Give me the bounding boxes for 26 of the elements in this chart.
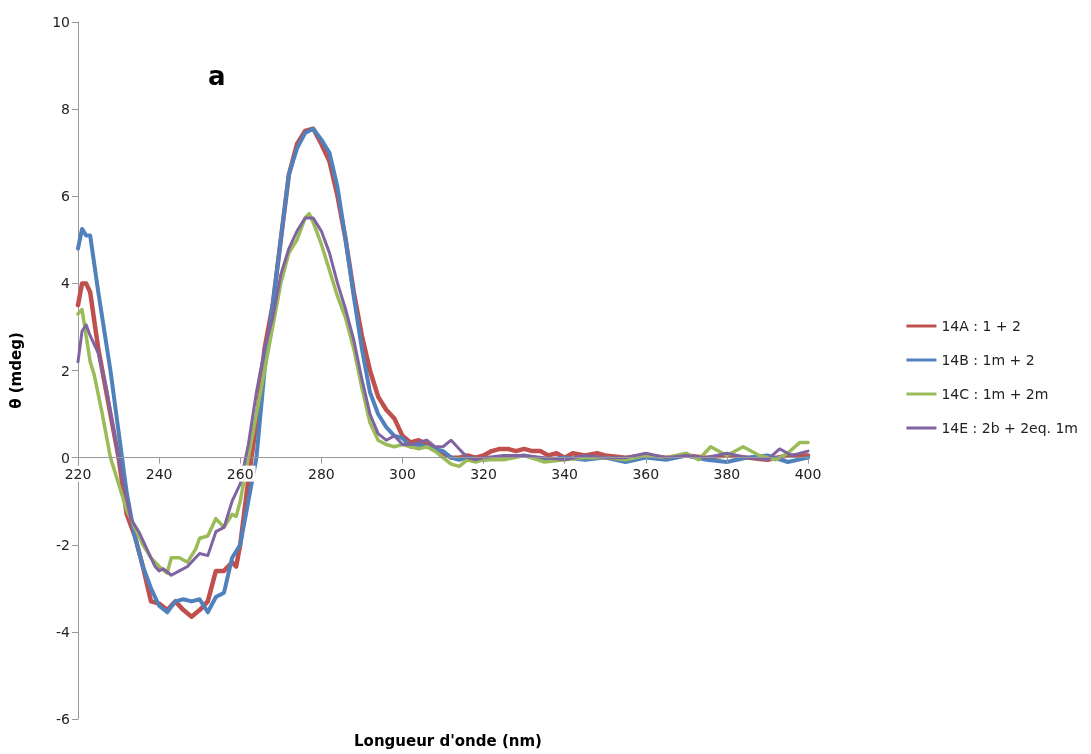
y-tick-label: 6 [61,188,71,205]
x-tick-label: 280 [307,465,335,482]
x-tick-label: 240 [145,465,173,482]
x-tick-label: 400 [794,465,822,482]
x-tick-label: 340 [551,465,579,482]
x-axis-title: Longueur d'onde (nm) [354,731,542,750]
annotation: a [208,61,226,91]
legend-label: 14A : 1 + 2 [941,318,1021,334]
legend-label: 14C : 1m + 2m [941,386,1049,402]
x-tick-label: 220 [64,465,92,482]
x-tick-label: 300 [389,465,416,482]
legend-label: 14B : 1m + 2 [941,352,1035,368]
y-tick-label: 0 [61,449,70,466]
x-tick-label: 360 [632,465,660,482]
y-tick-label: 4 [61,275,71,292]
x-tick-label: 260 [226,465,254,482]
y-tick-label: 2 [61,362,70,379]
y-axis-title: θ (mdeg) [6,332,25,409]
x-tick-label: 320 [470,465,497,482]
x-tick-label: 380 [713,465,741,482]
y-tick-label: 8 [61,101,70,118]
y-tick-label: -4 [56,623,71,640]
y-tick-label: -6 [56,711,71,727]
y-tick-label: -2 [56,536,70,553]
legend-label: 14E : 2b + 2eq. 1m [941,420,1079,436]
y-tick-label: 10 [52,14,70,30]
